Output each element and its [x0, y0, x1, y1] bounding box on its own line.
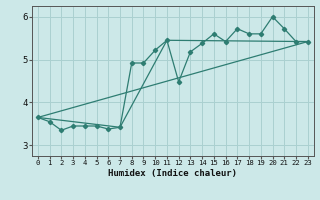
- X-axis label: Humidex (Indice chaleur): Humidex (Indice chaleur): [108, 169, 237, 178]
